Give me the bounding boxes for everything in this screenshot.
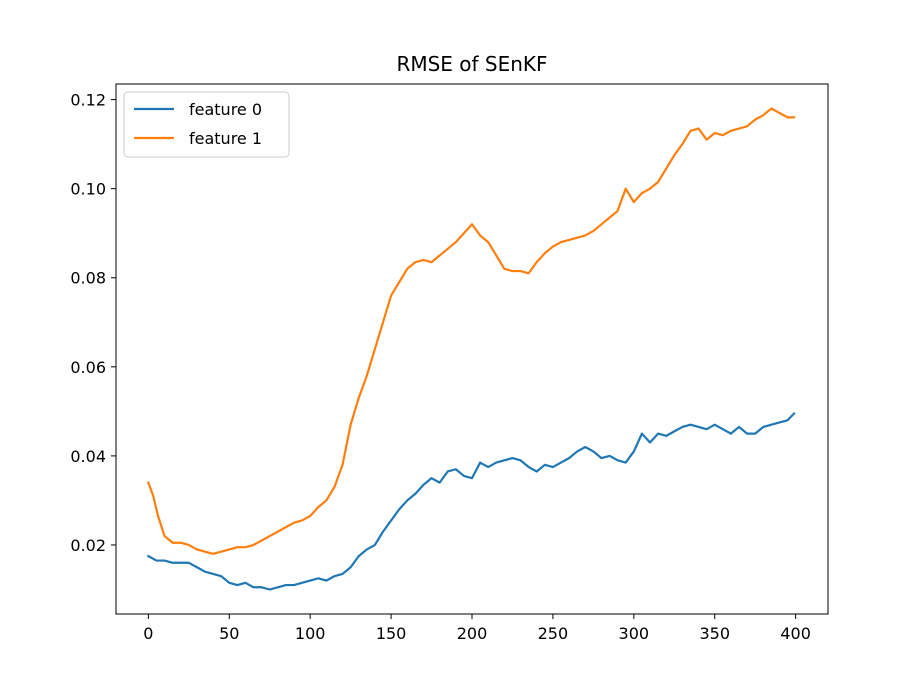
x-tick-label: 150 xyxy=(376,624,407,643)
y-axis: 0.02 0.04 0.06 0.08 0.10 0.12 xyxy=(70,91,116,555)
y-tick-label: 0.06 xyxy=(70,358,106,377)
x-axis: 0 50 100 150 200 250 300 350 400 xyxy=(143,614,811,643)
legend-label-feature-0: feature 0 xyxy=(189,100,262,119)
series-line-feature-0 xyxy=(146,412,796,591)
x-tick-label: 250 xyxy=(538,624,569,643)
x-tick-label: 300 xyxy=(619,624,650,643)
y-tick-label: 0.12 xyxy=(70,91,106,110)
x-tick-label: 400 xyxy=(780,624,811,643)
x-tick-label: 200 xyxy=(457,624,488,643)
chart-title: RMSE of SEnKF xyxy=(396,52,547,76)
series-layer xyxy=(146,107,796,591)
x-tick-label: 350 xyxy=(699,624,730,643)
x-tick-label: 50 xyxy=(219,624,239,643)
plot-area xyxy=(116,84,828,614)
y-tick-label: 0.08 xyxy=(70,269,106,288)
x-tick-label: 100 xyxy=(295,624,326,643)
legend-label-feature-1: feature 1 xyxy=(189,129,262,148)
legend: feature 0 feature 1 xyxy=(123,91,290,158)
y-tick-label: 0.04 xyxy=(70,447,106,466)
plot-frame xyxy=(115,83,829,615)
y-tick-label: 0.02 xyxy=(70,536,106,555)
series-line-feature-1 xyxy=(146,107,796,555)
y-tick-label: 0.10 xyxy=(70,180,106,199)
x-tick-label: 0 xyxy=(143,624,153,643)
